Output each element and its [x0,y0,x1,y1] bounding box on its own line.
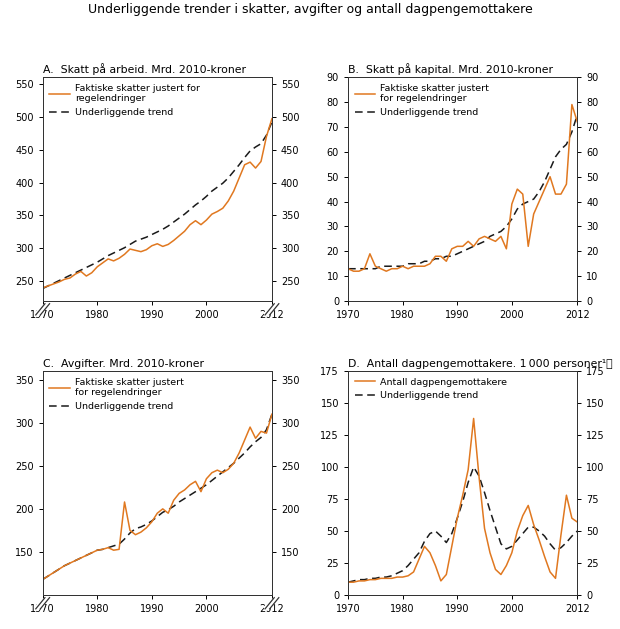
Legend: Faktiske skatter justert
for regelendringer, Underliggende trend: Faktiske skatter justert for regelendrin… [353,82,491,119]
Text: A.  Skatt på arbeid. Mrd. 2010-kroner: A. Skatt på arbeid. Mrd. 2010-kroner [43,63,246,75]
Legend: Faktiske skatter justert
for regelendringer, Underliggende trend: Faktiske skatter justert for regelendrin… [47,376,185,413]
Legend: Antall dagpengemottakere, Underliggende trend: Antall dagpengemottakere, Underliggende … [353,376,509,403]
Text: B.  Skatt på kapital. Mrd. 2010-kroner: B. Skatt på kapital. Mrd. 2010-kroner [348,63,553,75]
Text: Underliggende trender i skatter, avgifter og antall dagpengemottakere: Underliggende trender i skatter, avgifte… [87,3,533,16]
Legend: Faktiske skatter justert for
regelendringer, Underliggende trend: Faktiske skatter justert for regelendrin… [47,82,202,119]
Text: D.  Antall dagpengemottakere. 1 000 personer¹⧩: D. Antall dagpengemottakere. 1 000 perso… [348,359,613,369]
Text: C.  Avgifter. Mrd. 2010-kroner: C. Avgifter. Mrd. 2010-kroner [43,359,203,369]
